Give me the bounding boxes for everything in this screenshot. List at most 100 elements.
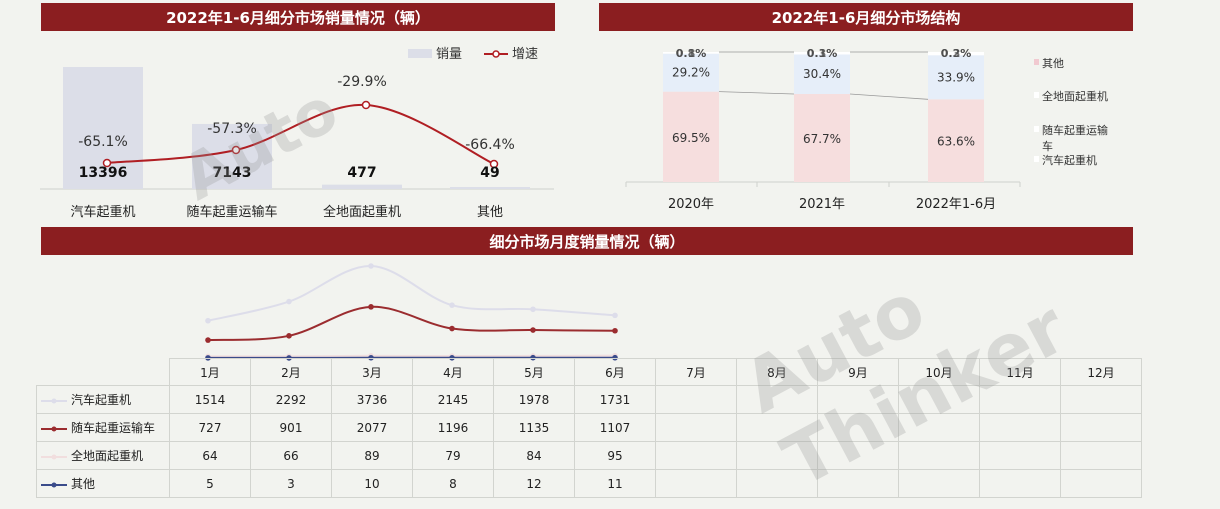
p3-series-point: [449, 325, 455, 332]
p1-growth-point: [489, 159, 499, 169]
table-cell: [1060, 441, 1142, 470]
p3-series-line: [207, 354, 616, 358]
p1-sales-bar: [63, 67, 143, 189]
table-row: 随车起重运输车 727 901 2077 1196 1135 1107: [36, 413, 1142, 442]
table-month-header: 10月: [898, 358, 980, 386]
p3-series-point: [205, 317, 211, 324]
p2-stack-truck-mounted: [928, 55, 984, 100]
p1-growth-label: -57.3%: [207, 121, 257, 137]
p2-legend-label: 车: [1042, 139, 1053, 153]
table-month-header: 5月: [493, 358, 575, 386]
p1-sales-bar: [322, 184, 402, 189]
table-legend-marker: [41, 398, 67, 403]
p1-growth-point: [361, 100, 371, 110]
table-cell: [979, 413, 1061, 442]
table-month-header: 6月: [574, 358, 656, 386]
table-row-name: 全地面起重机: [71, 449, 144, 463]
table-cell: 727: [169, 413, 251, 442]
table-cell: 95: [574, 441, 656, 470]
table-cell: 89: [331, 441, 413, 470]
p1-legend-bar-label: 销量: [436, 47, 462, 62]
table-cell: [736, 413, 818, 442]
panel3-chart: [205, 263, 618, 361]
p2-mid-label: 33.9%: [937, 70, 975, 84]
p2-legend-label: 全地面起重机: [1042, 89, 1108, 103]
p1-growth-point: [102, 158, 112, 168]
table-cell: [898, 469, 980, 498]
table-month-header: 8月: [736, 358, 818, 386]
table-cell: 8: [412, 469, 494, 498]
p3-series-point: [530, 306, 536, 313]
p2-low-label: 69.5%: [672, 131, 710, 145]
p2-top-label: 0.3%: [941, 47, 972, 60]
p2-mid-label: 29.2%: [672, 66, 710, 80]
table-row-name: 汽车起重机: [71, 393, 132, 407]
table-row-name: 其他: [71, 477, 96, 491]
p2-stack-other: [928, 52, 984, 56]
table-cell: [655, 441, 737, 470]
table-row-label: 汽车起重机: [36, 385, 170, 414]
p2-legend-swatch: [1034, 126, 1039, 132]
p2-stack-truck-crane: [663, 91, 719, 182]
table-cell: 2077: [331, 413, 413, 442]
table-legend-marker: [41, 426, 67, 431]
p2-low-label: 63.6%: [937, 135, 975, 149]
p2-connector: [718, 91, 795, 95]
panel2-chart: 69.5%29.2%0.8%0.1%67.7%30.4%0.3%0.1%63.6…: [625, 47, 1108, 212]
p2-stack-truck-mounted: [794, 54, 850, 94]
table-cell: 2145: [412, 385, 494, 414]
p1-bar-label: 13396: [79, 165, 128, 181]
table-month-header: 9月: [817, 358, 899, 386]
p2-low-label: 67.7%: [803, 132, 841, 146]
table-cell: [817, 413, 899, 442]
p2-top-label: 0.3%: [807, 47, 838, 60]
p1-growth-label: -29.9%: [337, 74, 387, 90]
p1-legend-bar-swatch: [408, 49, 432, 58]
p3-series-point: [612, 312, 618, 319]
table-month-header: 7月: [655, 358, 737, 386]
table-cell: 901: [250, 413, 332, 442]
p2-category-label: 2020年: [668, 197, 714, 212]
p2-stack-truck-crane: [928, 99, 984, 182]
p2-stack-truck-crane: [794, 93, 850, 182]
table-row-name: 随车起重运输车: [71, 421, 156, 435]
table-cell: 1107: [574, 413, 656, 442]
table-cell: 5: [169, 469, 251, 498]
p3-series-point: [286, 333, 292, 339]
panel1-title: 2022年1-6月细分市场销量情况（辆）: [41, 3, 555, 31]
table-cell: [655, 385, 737, 414]
table-month-header: 11月: [979, 358, 1061, 386]
p2-connector: [849, 93, 929, 100]
p2-top-label: 0.1%: [676, 47, 707, 60]
table-cell: [1060, 413, 1142, 442]
p1-growth-line: [106, 103, 495, 165]
table-cell: [655, 469, 737, 498]
table-cell: 1135: [493, 413, 575, 442]
p2-stack-other: [663, 52, 719, 54]
table-cell: 12: [493, 469, 575, 498]
table-cell: 1196: [412, 413, 494, 442]
table-cell: [736, 385, 818, 414]
table-cell: [898, 385, 980, 414]
table-month-header: 2月: [250, 358, 332, 386]
p2-legend-swatch: [1034, 156, 1039, 162]
p2-legend-label: 其他: [1042, 57, 1064, 70]
p1-category-label: 汽车起重机: [70, 204, 135, 220]
table-month-header: 1月: [169, 358, 251, 386]
p1-growth-label: -65.1%: [78, 134, 128, 150]
p2-top-label: 0.8%: [676, 47, 707, 60]
table-cell: [898, 413, 980, 442]
p3-series-point: [205, 337, 211, 343]
table-cell: [736, 469, 818, 498]
table-cell: [655, 413, 737, 442]
p1-category-label: 随车起重运输车: [186, 204, 277, 220]
table-month-header: 3月: [331, 358, 413, 386]
p1-category-label: 全地面起重机: [323, 204, 401, 220]
table-cell: 10: [331, 469, 413, 498]
table-month-header: 4月: [412, 358, 494, 386]
table-month-header: 12月: [1060, 358, 1142, 386]
table-row-label: 全地面起重机: [36, 441, 170, 470]
p1-legend-line-marker: [492, 50, 500, 58]
table-legend-marker: [41, 454, 67, 459]
p2-mid-label: 30.4%: [803, 67, 841, 81]
